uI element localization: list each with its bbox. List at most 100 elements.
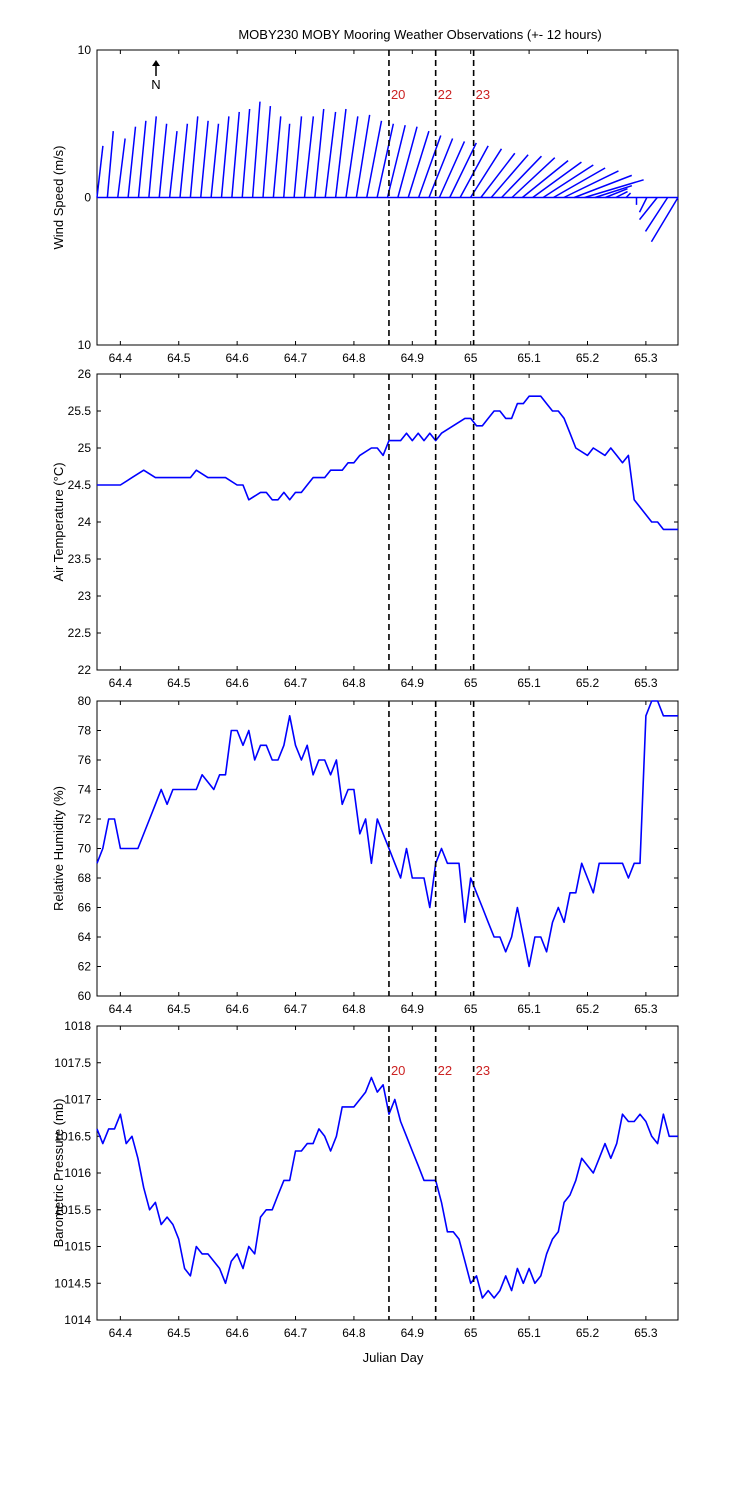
y-axis-title: Air Temperature (°C) — [51, 462, 66, 581]
y-tick-label: 78 — [78, 724, 92, 738]
y-tick-label: 24 — [78, 515, 92, 529]
x-tick-label: 64.4 — [109, 1002, 133, 1016]
wind-stick — [438, 141, 466, 198]
y-tick-label: 66 — [78, 901, 92, 915]
wind-stick — [127, 126, 137, 198]
x-tick-label: 65.1 — [517, 676, 541, 690]
x-tick-label: 65.1 — [517, 1326, 541, 1340]
wind-stick — [521, 160, 569, 199]
wind-stick — [397, 126, 418, 198]
x-tick-label: 64.6 — [225, 1002, 249, 1016]
wind-stick — [376, 123, 395, 198]
wind-stick — [638, 197, 648, 213]
wind-stick — [355, 114, 371, 198]
wind-stick — [542, 164, 594, 199]
axes-frame — [96, 700, 679, 997]
wind-stick — [324, 111, 337, 198]
wind-stick — [303, 116, 315, 198]
panels-layer: 64.4 64.5 64.6 64.7 64.8 64.9 65 65.1 65.2 65.3 10… — [51, 43, 679, 1340]
y-tick-label: 1017 — [64, 1093, 91, 1107]
axes-frame — [96, 1025, 679, 1321]
x-tick-label: 64.4 — [109, 1326, 133, 1340]
y-tick-label: 23.5 — [68, 552, 92, 566]
wind-stick — [334, 108, 347, 198]
x-tick-label: 64.8 — [342, 351, 366, 365]
wind-stick — [605, 187, 628, 199]
x-tick-label: 64.4 — [109, 676, 133, 690]
y-tick-label: 1014.5 — [54, 1276, 91, 1290]
x-tick-label: 64.9 — [401, 351, 425, 365]
y-tick-label: 60 — [78, 989, 92, 1003]
x-tick-label: 65.1 — [517, 351, 541, 365]
x-tick-label: 65.2 — [576, 1326, 600, 1340]
x-tick-label: 65.1 — [517, 1002, 541, 1016]
y-tick-label: 76 — [78, 753, 92, 767]
wind-stick — [117, 138, 126, 198]
panel-3: 64.4 64.5 64.6 64.7 64.8 64.9 65 65.1 65.2 65.3 60… — [51, 694, 679, 1016]
x-tick-label: 64.9 — [401, 676, 425, 690]
wind-stick — [386, 125, 406, 198]
x-tick-label: 64.6 — [225, 676, 249, 690]
y-tick-label: 1015.5 — [54, 1203, 91, 1217]
y-tick-label: 74 — [78, 783, 92, 797]
wind-stick — [449, 142, 477, 198]
x-tick-label: 64.8 — [342, 1326, 366, 1340]
x-tick-label: 65.3 — [634, 1002, 658, 1016]
wind-stick — [220, 116, 230, 198]
y-tick-label: 10 — [78, 43, 92, 57]
y-axis-title: Relative Humidity (%) — [51, 786, 66, 911]
series-line — [96, 700, 678, 968]
x-tick-label: 65.3 — [634, 676, 658, 690]
wind-stick — [345, 116, 359, 198]
x-tick-label: 65 — [464, 351, 478, 365]
wind-stick — [480, 152, 516, 198]
y-tick-label: 0 — [84, 191, 91, 205]
wind-stick — [615, 190, 628, 199]
wind-stick — [137, 120, 147, 198]
x-tick-label: 64.5 — [167, 1326, 191, 1340]
wind-stick — [511, 157, 556, 199]
y-tick-label: 25 — [78, 441, 92, 455]
y-axis-title: Wind Speed (m/s) — [51, 145, 66, 249]
x-tick-label: 65 — [464, 676, 478, 690]
y-tick-label: 26 — [78, 367, 92, 381]
wind-stick — [650, 197, 679, 243]
series-line — [96, 1076, 678, 1299]
wind-stick — [625, 192, 632, 199]
y-tick-label: 1014 — [64, 1313, 91, 1327]
x-tick-label: 64.4 — [109, 351, 133, 365]
axes-frame — [96, 373, 679, 671]
x-tick-label: 64.8 — [342, 1002, 366, 1016]
y-tick-label: 1016.5 — [54, 1129, 91, 1143]
y-tick-label: 70 — [78, 842, 92, 856]
x-tick-label: 64.6 — [225, 1326, 249, 1340]
y-tick-label: 1015 — [64, 1240, 91, 1254]
wind-stick — [428, 138, 454, 198]
wind-stick — [262, 105, 272, 198]
wind-stick — [293, 116, 303, 198]
x-tick-label: 64.9 — [401, 1326, 425, 1340]
panel-2: 64.4 64.5 64.6 64.7 64.8 64.9 65 65.1 65.2 65.3 22… — [51, 367, 679, 690]
wind-stick — [553, 167, 606, 199]
event-label: 20 — [391, 87, 405, 102]
y-tick-label: 72 — [78, 812, 92, 826]
x-tick-label: 64.7 — [284, 676, 308, 690]
y-tick-label: 62 — [78, 960, 92, 974]
y-tick-label: 22.5 — [68, 626, 92, 640]
event-label: 20 — [391, 1063, 405, 1078]
wind-stick — [272, 116, 282, 198]
panel-4: 64.4 64.5 64.6 64.7 64.8 64.9 65 65.1 65.2 65.3 10… — [51, 1019, 679, 1340]
x-tick-label: 64.7 — [284, 1326, 308, 1340]
x-tick-label: 64.7 — [284, 351, 308, 365]
wind-stick — [168, 131, 178, 198]
y-tick-label: 1018 — [64, 1019, 91, 1033]
wind-stick — [200, 120, 209, 198]
y-tick-label: 68 — [78, 871, 92, 885]
wind-stick — [644, 197, 669, 232]
event-label: 22 — [438, 1063, 452, 1078]
y-tick-label: 1016 — [64, 1166, 91, 1180]
wind-stick — [366, 120, 383, 198]
wind-stick — [501, 155, 542, 199]
x-tick-label: 65.2 — [576, 1002, 600, 1016]
wind-stick — [469, 148, 503, 198]
